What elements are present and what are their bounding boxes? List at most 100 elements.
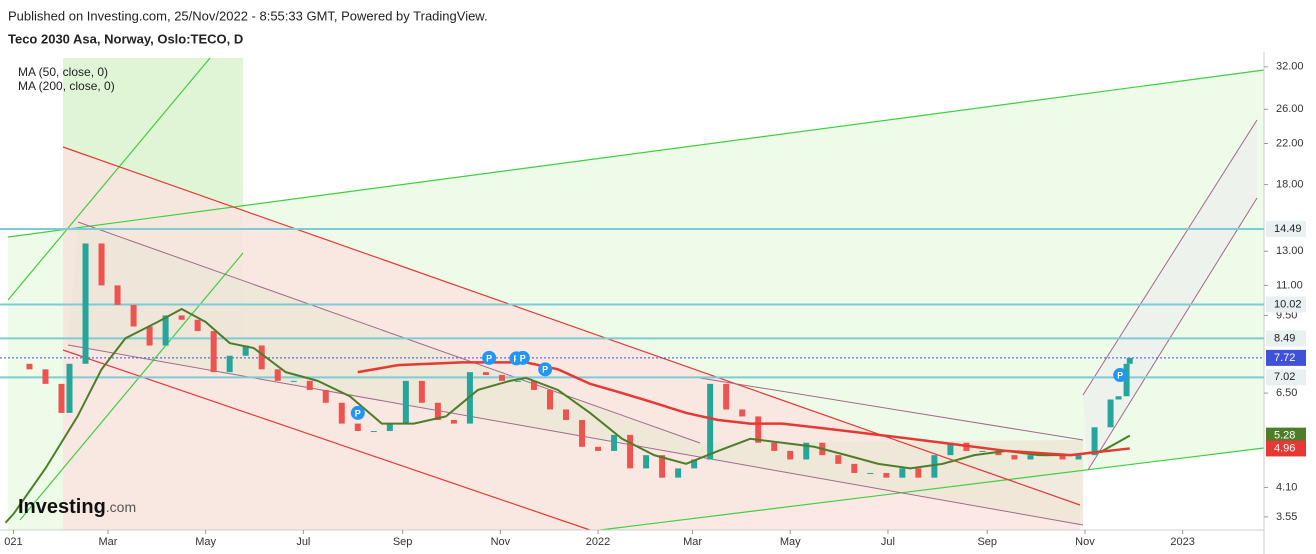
candle [851, 463, 858, 473]
level-label-bg [1266, 330, 1306, 347]
level-label-bg [1266, 369, 1306, 386]
x-tick-label: May [780, 536, 801, 548]
candle [755, 416, 762, 443]
y-tick-label: 4.10 [1276, 481, 1297, 493]
candle [178, 315, 185, 320]
last-value-bg [1266, 349, 1306, 366]
candle [659, 455, 666, 478]
x-tick-label: Sep [393, 536, 413, 548]
legend-entry: MA (50, close, 0) [18, 65, 108, 79]
candle [691, 459, 698, 469]
y-tick-label: 13.00 [1276, 245, 1304, 257]
last-value-label: 5.28 [1274, 430, 1295, 442]
candle [787, 450, 794, 460]
ma-line [357, 361, 1130, 457]
trend-line [62, 349, 591, 531]
candle [274, 369, 281, 381]
logo-suffix: .com [106, 499, 136, 515]
published-text: Published on Investing.com, 25/Nov/2022 … [8, 8, 488, 23]
x-tick-label: 021 [4, 536, 22, 548]
x-tick-label: Mar [98, 536, 117, 548]
level-label-bg [1266, 296, 1306, 313]
trend-line [7, 69, 1265, 238]
level-label: 7.02 [1274, 371, 1295, 383]
y-tick-label: 11.00 [1276, 279, 1303, 291]
trend-line [77, 221, 701, 444]
candle [1075, 455, 1082, 460]
candle [42, 369, 49, 384]
y-tick-label: 6.50 [1276, 387, 1297, 399]
legend-entry: MA (200, close, 0) [18, 79, 115, 93]
candle [867, 472, 874, 474]
candle [835, 455, 842, 464]
wedge-fill [68, 222, 1083, 525]
x-tick-label: Mar [683, 536, 702, 548]
event-label: P [355, 408, 361, 418]
candle [707, 383, 714, 460]
candle [466, 372, 473, 424]
candle [723, 383, 730, 410]
trend-line [67, 344, 1084, 526]
y-tick-label: 18.00 [1276, 178, 1304, 190]
candle [899, 468, 906, 478]
y-tick-label: 3.55 [1276, 511, 1297, 523]
header-bg [0, 0, 1316, 52]
candle [210, 331, 217, 373]
candle [514, 380, 521, 382]
candle [611, 434, 618, 451]
candle [130, 304, 137, 327]
candle [306, 380, 313, 390]
event-marker [350, 405, 365, 420]
event-marker [482, 350, 497, 365]
candle [146, 326, 153, 346]
trend-line [19, 252, 244, 521]
level-label: 10.02 [1274, 298, 1302, 310]
candle [643, 455, 650, 469]
candle [498, 375, 505, 381]
trend-line [1087, 197, 1258, 471]
candle [1115, 396, 1122, 400]
x-tick-label: May [195, 536, 216, 548]
event-marker [1113, 368, 1128, 383]
x-tick-label: 2022 [586, 536, 610, 548]
candle [947, 442, 954, 456]
candle [739, 409, 746, 417]
candle [66, 363, 73, 413]
y-tick-label: 26.00 [1276, 103, 1304, 115]
event-label: P [486, 353, 492, 363]
candle [386, 423, 393, 432]
last-value-label: 4.96 [1274, 442, 1295, 454]
candle [1011, 455, 1018, 460]
candle [1126, 357, 1133, 364]
candle [354, 423, 361, 432]
last-value-bg [1266, 427, 1306, 444]
event-marker [538, 362, 553, 377]
last-value-bg [1266, 440, 1306, 457]
logo-brand: Investing [18, 496, 106, 518]
level-label: 8.49 [1274, 332, 1295, 344]
trend-line [1082, 119, 1258, 396]
candle [883, 472, 890, 478]
event-label: P [520, 353, 526, 363]
candle [627, 434, 634, 469]
event-label: P [1117, 370, 1123, 380]
candle [450, 419, 457, 424]
candle [1107, 399, 1114, 428]
candle [242, 345, 249, 356]
candle [114, 285, 121, 305]
candle [58, 383, 65, 413]
candle [162, 315, 169, 346]
candle [979, 450, 986, 452]
level-label-bg [1266, 220, 1306, 237]
candle [418, 380, 425, 403]
logo: Investing.com [18, 496, 136, 518]
candle [771, 442, 778, 451]
trend-line [62, 146, 1081, 506]
candle [1091, 427, 1098, 456]
symbol-title: Teco 2030 Asa, Norway, Oslo:TECO, D [8, 31, 243, 46]
candle [26, 363, 33, 370]
candle [563, 409, 570, 420]
candle [482, 372, 489, 376]
